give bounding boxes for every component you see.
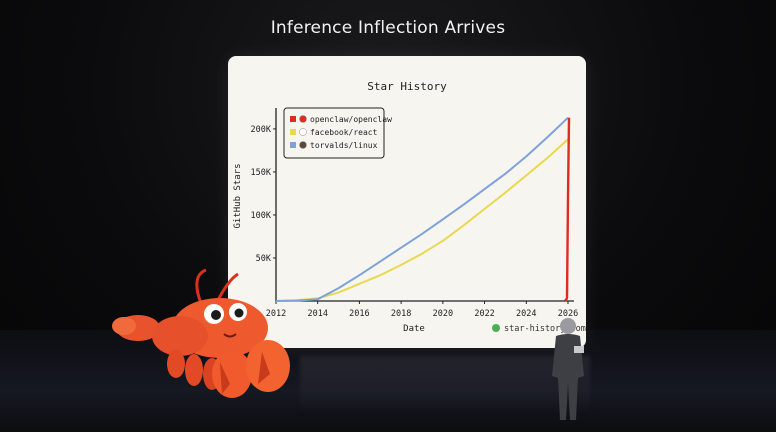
lobster-right-claw [246,340,290,392]
x-tick-label: 2024 [516,309,536,319]
star-history-watermark: star-history.com [504,324,586,334]
series-line-openclaw-openclaw [563,117,571,302]
x-tick-label: 2022 [474,309,494,319]
chart-board: Star History 50K 100K 150K 200K 2012 2014 2016 2… [228,56,586,348]
x-axis-label: Date [403,324,425,334]
legend-entry: facebook/react [310,128,378,137]
y-tick-label: 50K [256,254,272,264]
x-tick-label: 2016 [349,309,369,319]
x-tick-label: 2020 [433,309,453,319]
screen-reflection [300,356,590,416]
legend-entry: openclaw/openclaw [310,115,392,124]
legend-swatch [290,129,296,135]
y-tick-label: 150K [251,168,272,178]
presenter-figure [552,318,584,420]
x-tick-label: 2012 [266,309,286,319]
series-line-facebook-react [275,138,569,302]
legend-swatch [290,142,296,148]
y-axis-label: GitHub Stars [233,163,243,228]
legend-avatar-icon [299,128,307,136]
x-tick-label: 2014 [307,309,327,319]
legend-box [283,107,385,159]
star-history-logo-icon [492,324,500,332]
chart-legend: openclaw/openclaw facebook/react torvalds/… [283,107,392,159]
x-tick-label: 2026 [558,309,578,319]
lobster-left-claw [212,350,252,398]
lobster-tail [112,315,160,341]
lobster-mascot [112,268,290,398]
legend-swatch [290,116,296,122]
slide-headline: Inference Inflection Arrives [270,18,506,38]
legend-avatar-icon [299,115,307,123]
legend-avatar-icon [299,141,307,149]
x-tick-label: 2018 [391,309,411,319]
star-history-chart: Star History 50K 100K 150K 200K 2012 2014 2016 2… [233,80,586,334]
series-line-torvalds-linux [275,116,569,302]
legend-entry: torvalds/linux [310,141,378,150]
y-tick-label: 100K [251,211,272,221]
chart-title: Star History [367,80,447,93]
y-tick-label: 200K [251,125,272,135]
